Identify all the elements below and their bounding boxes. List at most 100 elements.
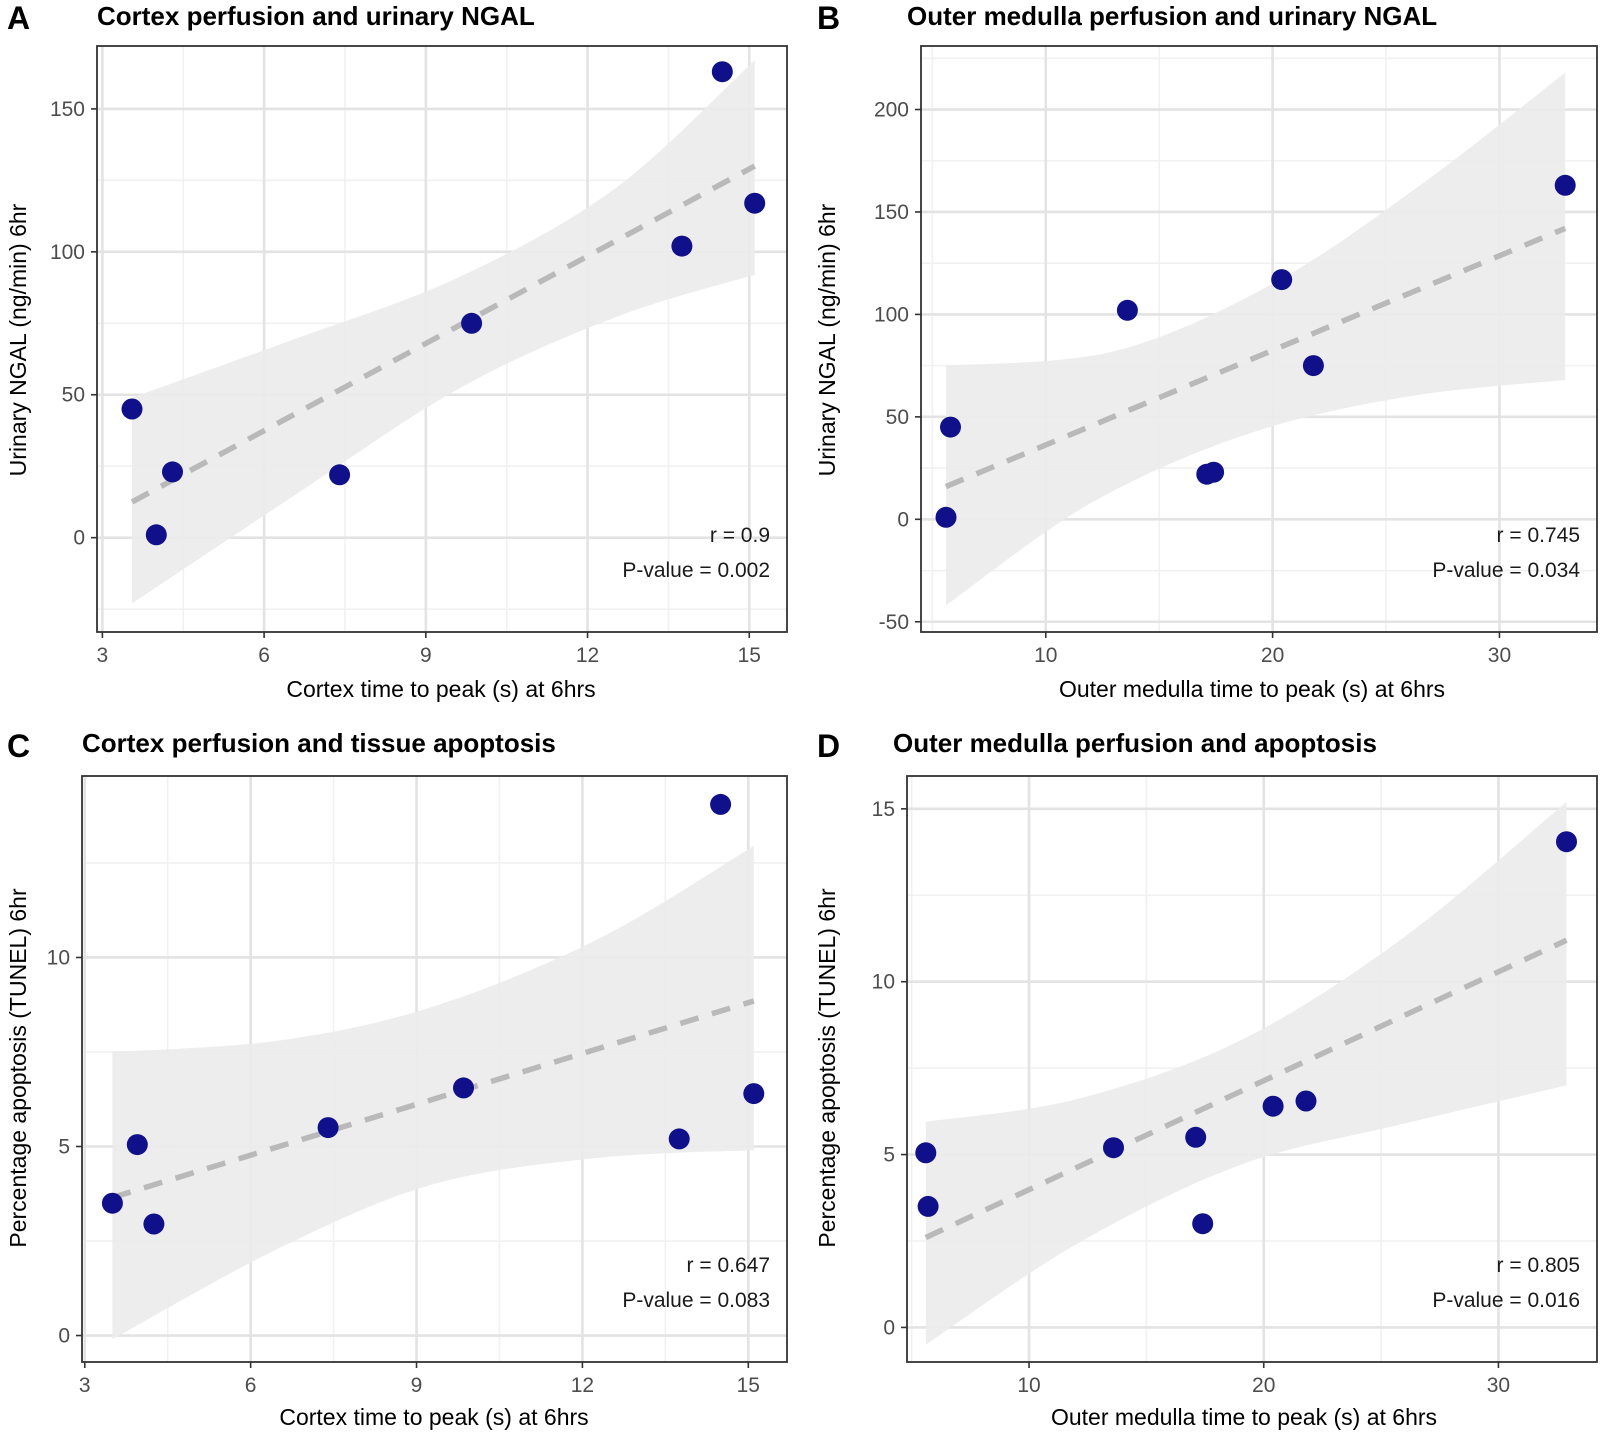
y-tick-label: 150 <box>874 201 909 224</box>
panel-b-letter: B <box>817 0 840 36</box>
plot-frame <box>81 775 788 1363</box>
x-tick-label: 20 <box>1261 644 1284 667</box>
panel-a: A Cortex perfusion and urinary NGAL 3 6 9 1… <box>5 0 788 702</box>
x-tick-label: 20 <box>1252 1374 1275 1397</box>
trend-line <box>130 163 756 505</box>
y-tick-label: 50 <box>886 406 909 429</box>
data-point <box>121 398 143 420</box>
p-value-label: P-value = 0.016 <box>1432 1289 1580 1312</box>
x-axis-label: Cortex time to peak (s) at 6hrs <box>286 676 595 702</box>
y-axis-label: Urinary NGAL (ng/min) 6hr <box>5 203 31 476</box>
trend-line <box>944 225 1567 490</box>
y-tick-label: 10 <box>47 946 70 969</box>
y-tick-label: 0 <box>73 527 85 550</box>
y-tick-label: 5 <box>58 1136 70 1159</box>
panel-d: D Outer medulla perfusion and apoptosis … <box>814 728 1598 1430</box>
trend-line <box>924 937 1568 1241</box>
panel-c-title: Cortex perfusion and tissue apoptosis <box>82 728 556 758</box>
x-tick-label: 3 <box>79 1374 91 1397</box>
panel-a-title: Cortex perfusion and urinary NGAL <box>97 1 535 31</box>
y-tick-label: 0 <box>883 1316 895 1339</box>
data-point <box>1192 1213 1214 1235</box>
panel-b: B Outer medulla perfusion and urinary NG… <box>814 0 1598 702</box>
y-tick-label: 5 <box>883 1144 895 1167</box>
correlation-label: r = 0.745 <box>1497 524 1580 547</box>
x-tick-label: 12 <box>576 644 599 667</box>
data-point <box>668 1128 690 1150</box>
data-point <box>1271 269 1293 291</box>
x-axis-label: Outer medulla time to peak (s) at 6hrs <box>1051 1404 1437 1430</box>
x-tick-label: 6 <box>245 1374 257 1397</box>
p-value-label: P-value = 0.034 <box>1432 559 1580 582</box>
y-tick-label: 15 <box>872 798 895 821</box>
y-tick-label: 150 <box>50 98 85 121</box>
data-point <box>1116 299 1138 321</box>
y-tick-label: 100 <box>874 303 909 326</box>
y-tick-label: 50 <box>62 384 85 407</box>
data-point <box>329 464 351 486</box>
data-point <box>1554 174 1576 196</box>
confidence-band <box>112 845 754 1340</box>
x-tick-label: 30 <box>1488 644 1511 667</box>
data-point <box>744 192 766 214</box>
x-tick-label: 10 <box>1017 1374 1040 1397</box>
data-point <box>145 524 167 546</box>
data-point <box>1302 355 1324 377</box>
data-point <box>917 1195 939 1217</box>
panel-d-title: Outer medulla perfusion and apoptosis <box>893 728 1377 758</box>
panel-c-letter: C <box>7 728 30 764</box>
panel-b-title: Outer medulla perfusion and urinary NGAL <box>907 1 1437 31</box>
correlation-label: r = 0.647 <box>687 1254 770 1277</box>
correlation-label: r = 0.9 <box>710 524 770 547</box>
data-point <box>101 1192 123 1214</box>
x-tick-label: 10 <box>1034 644 1057 667</box>
data-point <box>671 235 693 257</box>
panel-c: C Cortex perfusion and tissue apoptosis … <box>5 728 788 1430</box>
y-tick-label: 0 <box>897 508 909 531</box>
confidence-band <box>132 60 755 604</box>
data-point <box>453 1077 474 1099</box>
y-axis-label: Percentage apoptosis (TUNEL) 6hr <box>814 888 840 1248</box>
data-point <box>1556 831 1577 853</box>
trend-line <box>111 998 755 1201</box>
data-point <box>162 461 183 483</box>
x-axis-label: Outer medulla time to peak (s) at 6hrs <box>1059 676 1445 702</box>
x-axis-label: Cortex time to peak (s) at 6hrs <box>279 1404 588 1430</box>
y-tick-label: 10 <box>872 971 895 994</box>
y-tick-label: 200 <box>874 99 909 122</box>
y-axis-label: Percentage apoptosis (TUNEL) 6hr <box>5 888 31 1248</box>
p-value-label: P-value = 0.083 <box>622 1289 770 1312</box>
data-point <box>1185 1126 1207 1148</box>
x-tick-label: 9 <box>411 1374 423 1397</box>
data-point <box>1262 1095 1284 1117</box>
correlation-label: r = 0.805 <box>1497 1254 1580 1277</box>
data-point <box>940 416 961 438</box>
x-tick-label: 30 <box>1487 1374 1510 1397</box>
x-tick-label: 12 <box>571 1374 594 1397</box>
data-point <box>711 61 733 83</box>
panel-d-letter: D <box>817 728 840 764</box>
y-axis-label: Urinary NGAL (ng/min) 6hr <box>814 203 840 476</box>
y-tick-label: 100 <box>50 241 85 264</box>
x-tick-label: 15 <box>737 1374 760 1397</box>
confidence-band <box>925 801 1567 1345</box>
confidence-band <box>946 72 1566 606</box>
data-point <box>710 793 732 815</box>
x-tick-label: 9 <box>420 644 432 667</box>
data-point <box>915 1142 937 1164</box>
data-point <box>743 1083 765 1105</box>
plot-frame <box>96 45 788 633</box>
data-point <box>935 506 957 528</box>
x-tick-label: 3 <box>97 644 109 667</box>
data-point <box>143 1213 165 1235</box>
plot-frame <box>920 45 1598 633</box>
plot-frame <box>906 775 1598 1363</box>
panel-a-letter: A <box>7 0 30 36</box>
data-point <box>461 312 483 334</box>
x-tick-label: 15 <box>738 644 761 667</box>
y-tick-label: -50 <box>879 611 909 634</box>
p-value-label: P-value = 0.002 <box>622 559 770 582</box>
data-point <box>1103 1137 1124 1159</box>
data-point <box>1203 461 1225 483</box>
